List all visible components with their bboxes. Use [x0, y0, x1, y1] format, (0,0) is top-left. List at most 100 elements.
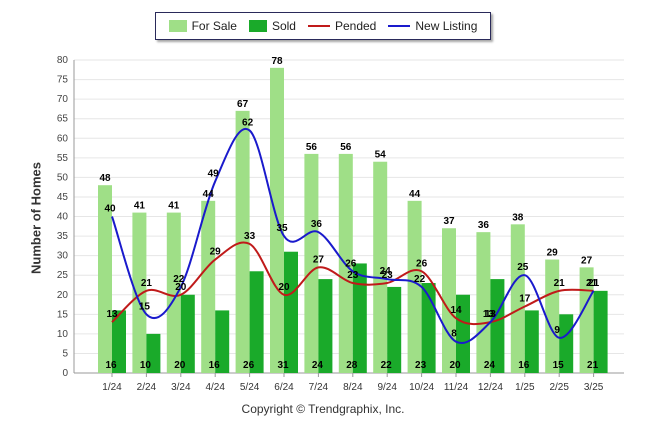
for-sale-data-label: 27: [581, 255, 593, 266]
for-sale-data-label: 36: [478, 220, 490, 231]
new-listing-data-label: 26: [345, 258, 357, 269]
new-listing-data-label: 21: [586, 278, 598, 289]
y-tick-label: 10: [57, 329, 69, 340]
x-tick-label: 3/25: [584, 382, 604, 393]
new-listing-data-label: 36: [311, 219, 323, 230]
legend-label: Sold: [271, 19, 296, 33]
x-tick-label: 2/25: [549, 382, 569, 393]
bar-sold: [146, 333, 161, 373]
for-sale-data-label: 44: [203, 189, 215, 200]
y-tick-label: 35: [57, 231, 69, 242]
legend-swatch: [388, 25, 411, 27]
new-listing-data-label: 8: [451, 329, 457, 340]
sold-data-label: 31: [277, 360, 289, 371]
pended-data-label: 23: [347, 270, 359, 281]
bar-for-sale: [373, 161, 388, 373]
sold-data-label: 24: [312, 360, 324, 371]
bar-for-sale: [98, 185, 112, 373]
for-sale-data-label: 56: [340, 142, 352, 153]
bar-sold: [215, 310, 230, 373]
bar-for-sale: [304, 153, 319, 373]
y-tick-label: 65: [57, 114, 69, 125]
legend-item: New Listing: [388, 19, 477, 33]
bar-for-sale: [407, 200, 422, 373]
sold-data-label: 20: [449, 360, 461, 371]
x-tick-label: 7/24: [309, 382, 329, 393]
x-tick-label: 5/24: [240, 382, 260, 393]
bar-for-sale: [132, 212, 147, 373]
bar-sold: [524, 310, 539, 373]
pended-data-label: 13: [106, 309, 118, 320]
pended-data-label: 27: [313, 254, 325, 265]
for-sale-data-label: 37: [443, 216, 455, 227]
legend: For Sale Sold Pended New Listing: [155, 12, 491, 40]
new-listing-data-label: 40: [104, 204, 116, 215]
new-listing-data-label: 24: [380, 266, 392, 277]
new-listing-data-label: 35: [276, 223, 288, 234]
pended-data-label: 29: [210, 247, 222, 258]
new-listing-data-label: 49: [208, 168, 220, 179]
new-listing-data-label: 22: [173, 274, 185, 285]
pended-data-label: 20: [175, 282, 187, 293]
y-tick-label: 45: [57, 192, 69, 203]
for-sale-data-label: 48: [99, 173, 111, 184]
bar-for-sale: [201, 200, 216, 373]
bar-sold: [456, 294, 470, 373]
sold-data-label: 16: [518, 360, 530, 371]
sold-data-label: 15: [553, 360, 565, 371]
x-tick-label: 11/24: [444, 382, 469, 393]
new-listing-data-label: 62: [242, 117, 254, 128]
x-tick-label: 1/25: [515, 382, 535, 393]
bar-sold: [490, 279, 505, 373]
y-tick-label: 75: [57, 75, 69, 86]
x-tick-label: 1/24: [102, 382, 122, 393]
sold-data-label: 23: [415, 360, 427, 371]
y-tick-label: 25: [57, 270, 69, 281]
for-sale-data-label: 38: [512, 212, 524, 223]
y-tick-label: 0: [62, 368, 68, 379]
sold-data-label: 28: [346, 360, 358, 371]
x-tick-label: 10/24: [409, 382, 434, 393]
y-tick-label: 30: [57, 251, 69, 262]
sold-data-label: 16: [105, 360, 117, 371]
bar-sold: [421, 283, 436, 373]
x-tick-label: 6/24: [274, 382, 294, 393]
bar-sold: [112, 310, 126, 373]
x-tick-label: 8/24: [343, 382, 363, 393]
bar-for-sale: [476, 232, 491, 373]
y-tick-label: 60: [57, 133, 69, 144]
pended-data-label: 13: [485, 309, 497, 320]
bar-for-sale: [166, 212, 181, 373]
y-tick-label: 50: [57, 172, 69, 183]
pended-data-label: 26: [416, 258, 428, 269]
legend-label: Pended: [334, 19, 377, 33]
x-tick-label: 2/24: [137, 382, 157, 393]
sold-data-label: 26: [243, 360, 255, 371]
y-tick-label: 55: [57, 153, 69, 164]
legend-swatch: [307, 25, 330, 27]
legend-item: For Sale: [168, 19, 237, 33]
sold-data-label: 22: [381, 360, 393, 371]
legend-label: For Sale: [191, 19, 237, 33]
bar-sold: [387, 286, 402, 373]
new-listing-data-label: 9: [554, 325, 560, 336]
legend-swatch: [248, 20, 267, 32]
bar-sold: [559, 314, 574, 373]
new-listing-data-label: 25: [517, 262, 529, 273]
legend-item: Pended: [307, 19, 377, 33]
bar-for-sale: [545, 259, 560, 373]
pended-data-label: 21: [141, 278, 153, 289]
legend-item: Sold: [248, 19, 296, 33]
y-tick-label: 80: [57, 55, 69, 66]
bar-sold: [593, 290, 608, 373]
sold-data-label: 16: [209, 360, 221, 371]
bar-sold: [249, 271, 264, 373]
pended-data-label: 33: [244, 231, 256, 242]
bar-for-sale: [579, 267, 594, 373]
bar-sold: [318, 279, 333, 373]
y-tick-label: 40: [57, 212, 69, 223]
pended-data-label: 14: [450, 305, 462, 316]
for-sale-data-label: 29: [547, 248, 559, 259]
pended-data-label: 21: [588, 278, 600, 289]
